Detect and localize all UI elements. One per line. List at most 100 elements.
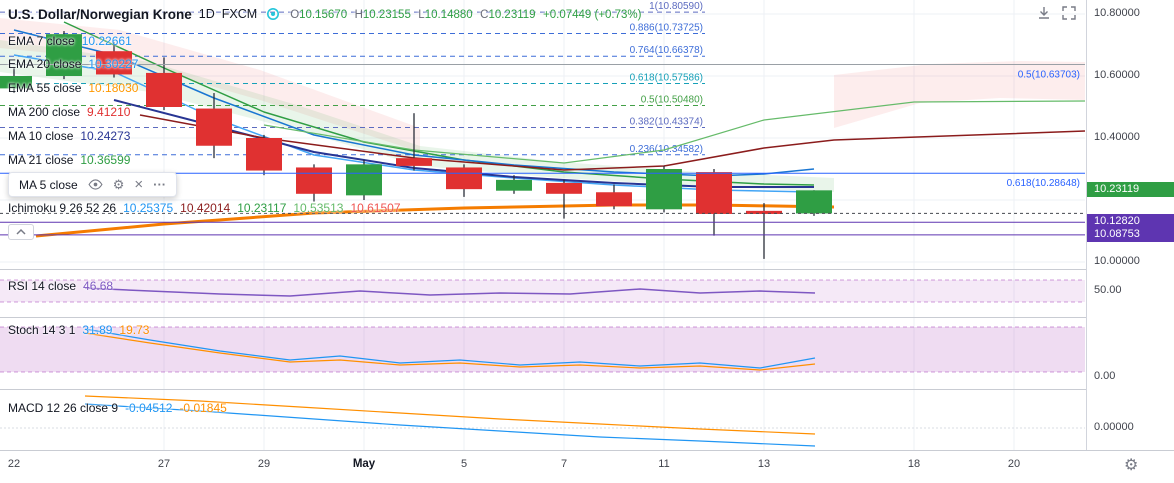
indicator-label: EMA 20 close <box>8 57 82 71</box>
stoch-d-value: 19.73 <box>119 323 150 337</box>
indicator-label: MA 10 close <box>8 129 74 143</box>
close-icon[interactable]: × <box>134 176 144 193</box>
indicator-value: 10.18030 <box>88 81 139 95</box>
price-axis-label: 10.00000 <box>1094 255 1140 267</box>
exchange-label: FXCM <box>221 7 258 21</box>
time-axis-label: May <box>352 458 376 470</box>
time-axis-label: 5 <box>460 458 468 470</box>
candle-may-12 <box>696 172 732 214</box>
market-status-icon[interactable] <box>266 7 280 21</box>
legend-row-ma200[interactable]: MA 200 close 9.41210 <box>8 105 130 119</box>
fib-level-label: 0.618(10.57586) <box>630 72 703 83</box>
fib-level-label: 0.886(10.73725) <box>630 22 703 33</box>
indicator-value: 10.30227 <box>88 57 139 71</box>
ichimoku-cloud-pink-right <box>834 61 1085 128</box>
indicator-label: EMA 7 close <box>8 34 75 48</box>
indicator-band <box>0 280 1085 302</box>
close-value: 10.23119 <box>488 9 536 21</box>
legend-row-ema55[interactable]: EMA 55 close 10.18030 <box>8 81 138 95</box>
rsi-line <box>84 287 816 297</box>
low-key: L <box>418 9 425 21</box>
ohlc-values: O10.15670 H10.23155 L10.14880 C10.23119 … <box>287 5 641 23</box>
price-badge: 10.12820 <box>1087 214 1174 230</box>
indicator-label: Stoch 14 3 1 <box>8 323 76 337</box>
indicator-label: MACD 12 26 close 9 <box>8 401 119 415</box>
legend-row-rsi[interactable]: RSI 14 close 46.68 <box>8 279 113 293</box>
legend-row-ma5[interactable]: MA 5 close ⚙ × ··· <box>8 172 178 197</box>
candle-apr-22 <box>0 76 32 89</box>
candle-may-1 <box>346 164 382 196</box>
legend-row-ichimoku[interactable]: Ichimoku 9 26 52 26 10.25375 10.42014 10… <box>8 201 401 215</box>
candle-may-7 <box>546 182 582 194</box>
fib-level-label: 0.618(10.28648) <box>1007 178 1080 189</box>
time-axis-label: 7 <box>560 458 568 470</box>
gear-icon[interactable]: ⚙ <box>112 177 125 192</box>
candle-may-11 <box>646 169 682 210</box>
macd-signal-value: -0.01845 <box>179 401 227 415</box>
indicator-value: 10.36599 <box>80 153 131 167</box>
indicator-label: RSI 14 close <box>8 279 77 293</box>
fib-level-label: 0.764(10.66378) <box>630 45 703 56</box>
legend-row-ema7[interactable]: EMA 7 close 10.22661 <box>8 34 132 48</box>
fib-level-label: 0.5(10.63703) <box>1018 70 1080 81</box>
fib-level-label: 1(10.80590) <box>649 1 703 12</box>
price-axis[interactable]: 10.80000 10.60000 10.40000 10.00000 50.00 0.0… <box>1086 0 1174 483</box>
rsi-value: 46.68 <box>83 279 114 293</box>
macd-value: -0.04512 <box>125 401 173 415</box>
high-key: H <box>354 9 363 21</box>
indicator-band <box>0 327 1085 372</box>
legend-row-ma21[interactable]: MA 21 close 10.36599 <box>8 153 130 167</box>
interval-selector[interactable]: 1D <box>198 7 215 21</box>
ichimoku-lead-b-value: 10.61507 <box>350 201 401 215</box>
chart-toolbar <box>1036 5 1077 21</box>
indicator-value: 10.22661 <box>81 34 132 48</box>
legend-row-stoch[interactable]: Stoch 14 3 1 31.89 19.73 <box>8 323 149 337</box>
candle-apr-23 <box>46 34 82 76</box>
candle-may-6 <box>496 179 532 191</box>
time-axis-label: 11 <box>658 458 670 470</box>
price-axis-label: 50.00 <box>1094 284 1122 296</box>
candle-apr-24 <box>96 51 132 75</box>
legend-row-ma10[interactable]: MA 10 close 10.24273 <box>8 129 130 143</box>
fullscreen-icon[interactable] <box>1061 5 1077 21</box>
candle-apr-30 <box>296 167 332 194</box>
time-axis-label: 18 <box>907 458 921 470</box>
legend-row-macd[interactable]: MACD 12 26 close 9 -0.04512 -0.01845 <box>8 401 227 415</box>
macd-signal-line <box>84 395 816 435</box>
price-axis-label: 10.60000 <box>1094 69 1140 81</box>
high-value: 10.23155 <box>362 9 411 21</box>
symbol-header: U.S. Dollar/Norwegian Krone 1D FXCM O10.… <box>8 5 641 23</box>
collapse-legend-button[interactable] <box>8 224 34 240</box>
candle-may-14 <box>796 190 832 214</box>
time-axis-label: 22 <box>7 458 21 470</box>
more-options-icon[interactable]: ··· <box>153 177 167 192</box>
price-axis-label: 0.00 <box>1094 370 1116 382</box>
indicator-label: EMA 55 close <box>8 81 82 95</box>
ichimoku-base-value: 10.42014 <box>180 201 231 215</box>
candle-may-5 <box>446 167 482 190</box>
macd-line <box>84 403 816 447</box>
indicator-label: MA 21 close <box>8 153 74 167</box>
time-axis-label: 20 <box>1007 458 1021 470</box>
open-key: O <box>290 9 300 21</box>
ichimoku-base-line <box>139 114 1086 171</box>
indicator-label: Ichimoku 9 26 52 26 <box>8 201 117 215</box>
time-axis[interactable]: 22 27 29 May 5 7 11 13 18 20 <box>0 450 1174 483</box>
legend-row-ema20[interactable]: EMA 20 close 10.30227 <box>8 57 138 71</box>
scroll-to-recent-icon[interactable] <box>1036 5 1052 21</box>
fib-level-label: 0.5(10.50480) <box>641 95 703 106</box>
candle-may-8 <box>596 192 632 207</box>
symbol-name[interactable]: U.S. Dollar/Norwegian Krone <box>8 6 192 22</box>
price-badge: 10.08753 <box>1087 226 1174 242</box>
stoch-k-line <box>84 328 816 369</box>
close-key: C <box>480 9 489 21</box>
fib-level-label: 0.382(10.43374) <box>630 117 703 128</box>
eye-icon[interactable] <box>88 179 103 190</box>
time-axis-label: 27 <box>157 458 171 470</box>
axis-settings-gear-icon[interactable]: ⚙ <box>1124 457 1139 474</box>
price-badge: 10.23119 <box>1087 182 1174 198</box>
stoch-k-value: 31.89 <box>82 323 113 337</box>
indicator-value: 9.41210 <box>87 105 131 119</box>
time-axis-label: 29 <box>257 458 271 470</box>
